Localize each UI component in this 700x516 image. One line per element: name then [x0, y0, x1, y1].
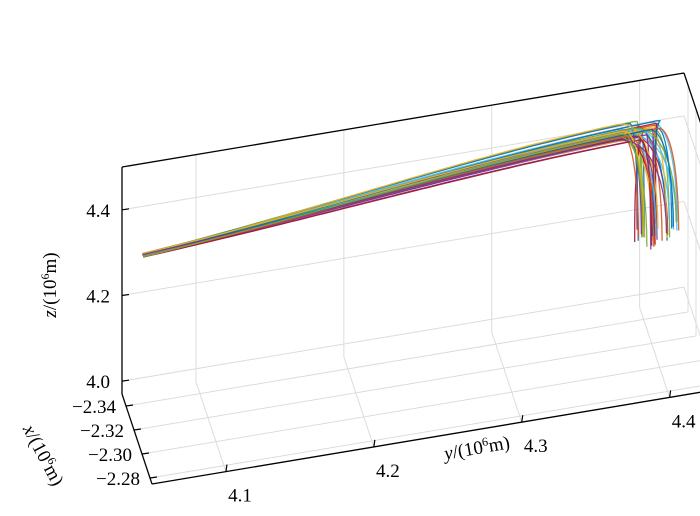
grid-line [491, 331, 523, 423]
y-tick-label: 4.3 [524, 436, 548, 457]
trajectory-line [142, 129, 674, 256]
y-axis-label: y/(106m) [440, 431, 511, 465]
axes-box [121, 72, 700, 485]
y-axis-ticks: 4.1 4.2 4.3 4.4 [225, 390, 696, 507]
z-tick-label: 4.2 [86, 286, 110, 307]
axis-edge [121, 72, 685, 168]
grid-line [149, 385, 700, 479]
y-tick-label: 4.2 [376, 461, 400, 482]
x-tick-label: −2.30 [88, 445, 132, 466]
grid-line [639, 307, 671, 398]
y-tick-mark [521, 415, 524, 423]
axis-edge [121, 393, 153, 485]
grid-line [133, 335, 697, 431]
z-tick-label: 4.4 [86, 201, 110, 222]
z-axis-ticks: 4.0 4.2 4.4 [86, 201, 130, 393]
y-tick-mark [373, 439, 376, 447]
z-tick-label: 4.0 [86, 372, 110, 393]
grid-line [141, 360, 700, 455]
z-axis-label: z/(106m) [38, 252, 61, 318]
z-tick-mark [121, 208, 130, 211]
trajectory-series [142, 120, 680, 258]
trajectory-line [143, 139, 653, 258]
grid-line [683, 115, 700, 166]
axis-edge [151, 391, 700, 485]
x-tick-label: −2.34 [72, 397, 116, 418]
x-tick-mark [125, 404, 134, 407]
x-tick-mark [133, 428, 142, 431]
x-axis-label: x/(106m) [18, 419, 70, 489]
grid-line [125, 311, 689, 407]
x-tick-label: −2.32 [80, 421, 124, 442]
grid-lines [121, 80, 700, 479]
grid-line [195, 381, 227, 472]
grid-line [683, 201, 700, 252]
y-tick-label: 4.4 [672, 411, 696, 432]
grid-line [683, 286, 700, 337]
x-tick-mark [149, 476, 158, 479]
axis-edge [683, 72, 700, 124]
z-tick-mark [121, 379, 130, 382]
x-axis-ticks: −2.34 −2.32 −2.30 −2.28 [72, 397, 158, 490]
grid-line [343, 356, 375, 448]
x-tick-label: −2.28 [96, 469, 140, 490]
trajectory-line [142, 139, 668, 256]
grid-line [121, 286, 685, 382]
y-tick-mark [669, 390, 672, 398]
grid-line [121, 200, 685, 296]
x-tick-mark [141, 452, 150, 455]
y-tick-mark [225, 464, 228, 472]
y-tick-label: 4.1 [228, 486, 252, 507]
trajectory-line [142, 130, 645, 255]
trajectory-line [143, 133, 644, 258]
z-tick-mark [121, 293, 130, 297]
